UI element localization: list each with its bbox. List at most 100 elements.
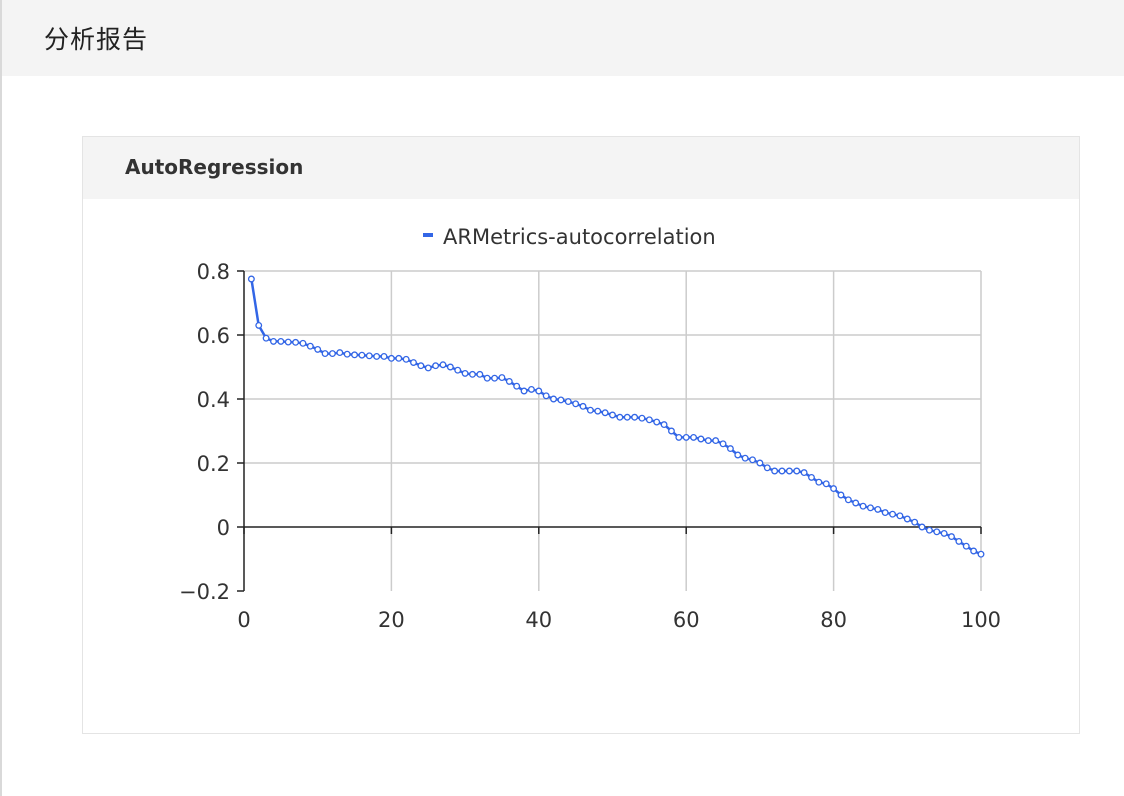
data-point[interactable] [911,518,919,526]
data-point[interactable] [461,369,469,377]
data-point[interactable] [395,354,403,362]
data-point[interactable] [675,433,683,441]
data-point[interactable] [955,537,963,545]
data-point[interactable] [542,392,550,400]
data-point[interactable] [469,370,476,378]
data-point[interactable] [653,418,661,426]
data-point[interactable] [616,413,624,421]
data-point[interactable] [800,469,808,477]
data-point[interactable] [778,467,786,475]
data-point[interactable] [815,478,823,486]
data-point[interactable] [918,523,926,531]
data-point[interactable] [432,362,440,370]
data-point[interactable] [948,533,955,541]
data-point[interactable] [594,407,602,415]
data-point[interactable] [785,467,793,475]
data-point[interactable] [564,398,572,406]
data-point[interactable] [668,427,675,435]
data-point[interactable] [682,433,690,441]
data-point[interactable] [579,402,587,410]
data-point[interactable] [704,437,712,445]
data-point[interactable] [483,374,491,382]
data-point[interactable] [498,374,506,382]
data-point[interactable] [690,433,698,441]
data-point[interactable] [808,473,815,481]
data-point[interactable] [771,467,779,475]
data-point[interactable] [454,366,462,374]
data-point[interactable] [387,354,395,362]
legend-swatch[interactable] [423,233,433,237]
data-point[interactable] [380,352,388,360]
data-point[interactable] [830,485,838,493]
data-point[interactable] [756,459,764,467]
data-point[interactable] [889,510,897,518]
data-point[interactable] [476,370,484,378]
data-point[interactable] [550,395,557,403]
data-point[interactable] [896,512,904,520]
data-point[interactable] [351,351,358,359]
legend[interactable]: ARMetrics-autocorrelation [423,225,716,249]
legend-label[interactable]: ARMetrics-autocorrelation [443,225,716,249]
data-point[interactable] [292,338,300,346]
data-point[interactable] [874,505,882,513]
data-point[interactable] [867,504,874,512]
data-point[interactable] [284,338,292,346]
data-point[interactable] [970,547,978,555]
data-point[interactable] [535,387,543,395]
data-point[interactable] [410,359,417,366]
data-point[interactable] [586,406,594,414]
data-point[interactable] [491,374,499,382]
data-point[interactable] [255,321,263,329]
data-point[interactable] [343,350,351,358]
data-point[interactable] [270,337,277,345]
data-point[interactable] [365,352,373,360]
data-point[interactable] [660,421,668,429]
data-point[interactable] [402,355,410,363]
data-point[interactable] [513,382,521,390]
data-point[interactable] [557,396,565,404]
data-point[interactable] [358,351,366,359]
data-point[interactable] [940,529,948,537]
data-point[interactable] [933,528,941,536]
data-point[interactable] [623,413,631,421]
data-point[interactable] [638,414,646,422]
data-point[interactable] [903,515,911,523]
data-point[interactable] [977,550,985,558]
data-point[interactable] [299,339,307,347]
data-point[interactable] [439,361,447,369]
data-point[interactable] [505,377,513,385]
data-point[interactable] [247,275,255,283]
data-point[interactable] [749,456,756,464]
data-point[interactable] [734,451,742,459]
data-point[interactable] [793,467,801,475]
data-point[interactable] [645,416,653,424]
data-point[interactable] [572,400,580,408]
data-point[interactable] [520,387,528,395]
data-point[interactable] [262,334,270,342]
data-point[interactable] [859,502,867,510]
data-point[interactable] [609,411,616,419]
data-point[interactable] [631,413,639,421]
data-point[interactable] [328,350,336,358]
data-point[interactable] [697,435,705,443]
data-point[interactable] [277,337,285,345]
data-point[interactable] [719,440,727,448]
data-point[interactable] [336,349,344,357]
data-point[interactable] [881,509,889,517]
data-point[interactable] [925,526,933,534]
data-point[interactable] [822,480,830,488]
data-point[interactable] [306,342,314,350]
data-point[interactable] [763,464,771,472]
data-point[interactable] [852,499,860,507]
data-point[interactable] [527,385,535,393]
data-point[interactable] [424,364,432,372]
data-point[interactable] [837,491,845,499]
data-point[interactable] [373,352,381,360]
data-point[interactable] [844,496,852,504]
data-point[interactable] [446,363,454,371]
data-point[interactable] [712,437,720,445]
data-point[interactable] [726,445,734,453]
data-point[interactable] [741,454,749,462]
data-point[interactable] [321,350,329,358]
data-point[interactable] [417,362,425,370]
